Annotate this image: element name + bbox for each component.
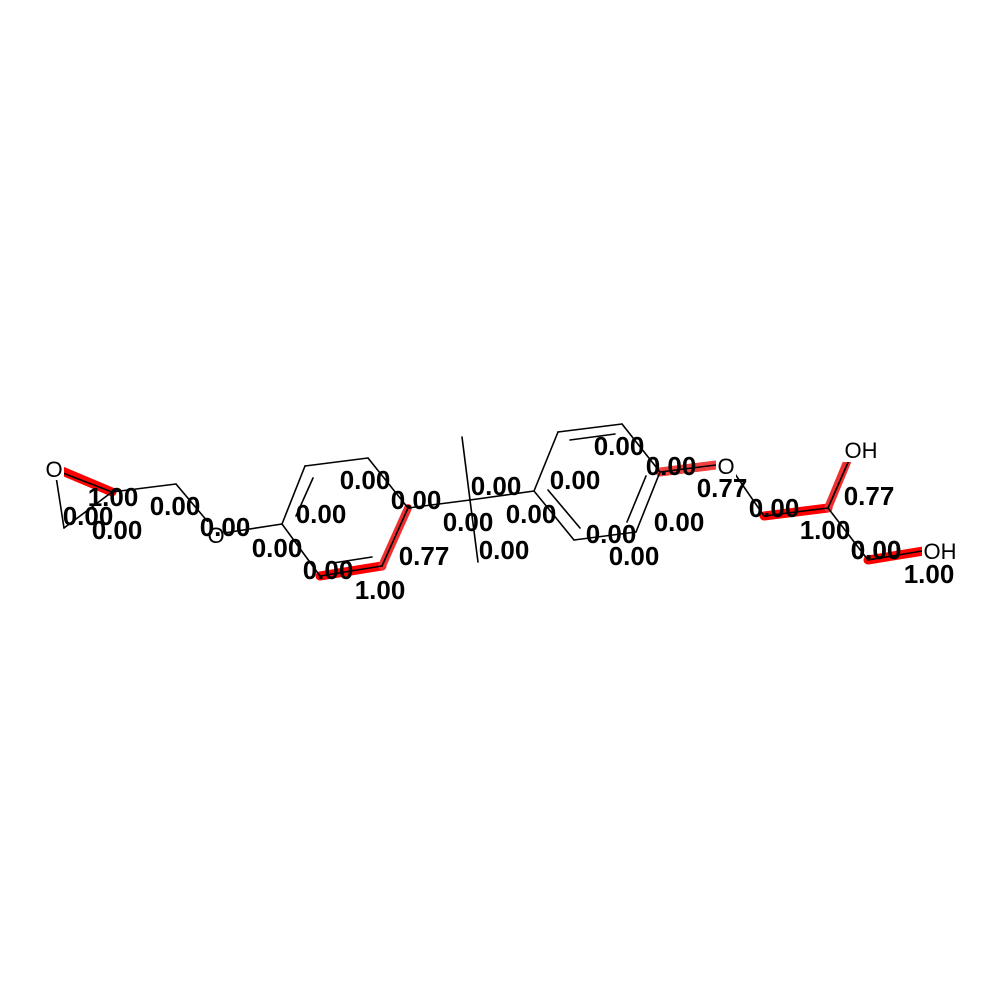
atom-label: O xyxy=(717,454,734,479)
weight-label: 0.00 xyxy=(471,471,522,501)
bond xyxy=(469,490,535,501)
atom-oh-upper: OH xyxy=(843,438,879,463)
weight-label: 0.00 xyxy=(479,535,530,565)
bond xyxy=(223,523,283,534)
bond xyxy=(63,491,113,529)
bond xyxy=(461,436,471,501)
bond xyxy=(367,457,409,509)
bond xyxy=(867,550,923,561)
bond-inner xyxy=(332,556,373,564)
weight-label: 1.00 xyxy=(800,515,851,545)
weight-label: 0.77 xyxy=(399,541,450,571)
atom-o-epoxide: O xyxy=(44,456,64,482)
atom-label: O xyxy=(207,523,224,548)
weight-label: 1.00 xyxy=(88,482,139,512)
bond-inner xyxy=(295,477,314,517)
weight-label: 0.00 xyxy=(586,519,637,549)
atom-oh-lower: OH xyxy=(922,539,958,564)
bond xyxy=(281,523,321,577)
weight-label: 0.00 xyxy=(296,499,347,529)
bond xyxy=(734,473,765,517)
atom-labels: O O O OH OH xyxy=(44,438,958,564)
bond-inner xyxy=(569,433,616,441)
bond xyxy=(407,499,471,509)
atom-label: OH xyxy=(845,438,878,463)
weight-label: 0.77 xyxy=(697,473,748,503)
bond-inner xyxy=(547,489,581,529)
weight-label: 1.00 xyxy=(355,575,406,605)
bond xyxy=(381,507,409,567)
atom-o-ester: O xyxy=(716,454,736,479)
weight-label: 0.00 xyxy=(150,491,201,521)
weight-label: 0.00 xyxy=(851,535,902,565)
bond xyxy=(827,507,869,561)
bond xyxy=(557,423,623,433)
weight-label: 0.00 xyxy=(851,535,902,565)
weight-label: 0.00 xyxy=(303,555,354,585)
atom-o-ether: O xyxy=(206,522,226,548)
weight-label: 0.00 xyxy=(443,507,494,537)
bond xyxy=(533,490,575,541)
weight-label: 0.00 xyxy=(749,493,800,523)
bond-inner xyxy=(626,475,647,523)
bond xyxy=(54,469,113,493)
bond xyxy=(319,565,383,577)
weight-label: 0.00 xyxy=(506,499,557,529)
weight-label: 0.00 xyxy=(654,507,705,537)
bond xyxy=(469,499,479,563)
atom-label: OH xyxy=(924,539,957,564)
bond xyxy=(111,483,177,493)
weight-label: 0.00 xyxy=(92,515,143,545)
bond xyxy=(659,464,717,473)
weight-label: 0.00 xyxy=(391,485,442,515)
weight-label: 0.00 xyxy=(550,465,601,495)
weight-label: 0.00 xyxy=(252,533,303,563)
weight-label: 0.00 xyxy=(646,451,697,481)
atom-label: O xyxy=(45,457,62,482)
bond xyxy=(304,457,369,467)
weight-label: 1.00 xyxy=(904,559,955,589)
bond xyxy=(763,507,829,517)
bond xyxy=(281,465,306,525)
weight-label: 0.00 xyxy=(63,501,114,531)
bond-skeleton xyxy=(54,423,923,577)
weight-label: 0.00 xyxy=(594,431,645,461)
weight-label: 0.00 xyxy=(609,541,660,571)
bond xyxy=(175,483,209,523)
bond xyxy=(635,471,661,533)
bond-weight-labels: 1.00 0.00 0.00 0.00 0.00 0.00 0.00 0.00 … xyxy=(63,431,955,605)
bond xyxy=(621,423,661,473)
weight-label: 0.00 xyxy=(340,465,391,495)
bond xyxy=(827,457,851,509)
weight-label: 0.00 xyxy=(200,512,251,542)
bond xyxy=(573,531,637,541)
weight-label: 0.77 xyxy=(844,481,895,511)
bond xyxy=(533,431,559,492)
